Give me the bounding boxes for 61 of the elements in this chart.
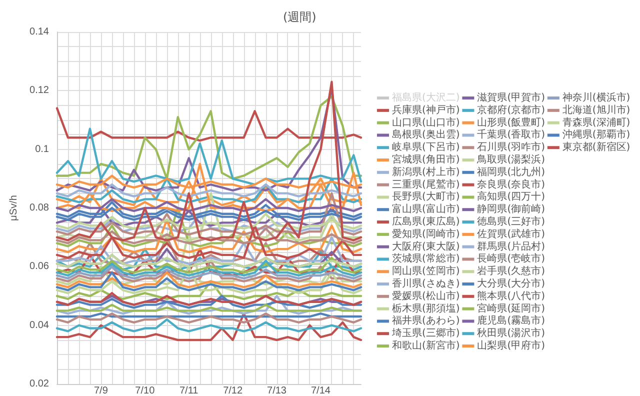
legend-label: 福井県(あわら) [392,314,460,327]
x-tick-label: 7/14 [310,386,331,396]
legend-label: 長野県(大町市) [392,190,460,203]
y-tick-label: 0.04 [30,320,50,331]
legend-label: 富山県(富山市) [392,203,460,216]
legend-label: 鳥取県(湯梨浜) [476,154,546,166]
legend-label: 千葉県(香取市) [477,128,546,141]
x-tick-label: 7/9 [94,386,108,396]
y-axis-title: μSv/h [8,195,20,221]
legend-label: 新潟県(村上市) [392,166,460,178]
legend-label: 長崎県(壱岐市) [477,252,546,265]
legend-label: 秋田県(湯沢市) [477,327,546,340]
legend-label: 三重県(尾鷲市) [392,178,460,190]
y-tick-label: 0.12 [30,85,50,96]
legend-label: 熊本県(八代市) [477,290,546,302]
y-tick-label: 0.1 [35,144,50,155]
legend-label: 広島県(東広島) [392,216,460,228]
legend-label: 岐阜県(下呂市) [392,141,460,154]
legend-label: 神奈川(横浜市) [562,92,630,104]
legend-label: 愛媛県(松山市) [392,290,460,302]
legend-label: 北海道(旭川市) [562,104,630,116]
legend-label: 香川県(さぬき) [392,278,460,290]
legend-label: 徳島県(三好市) [477,216,546,228]
legend-label: 愛知県(岡崎市) [392,228,460,240]
legend-label: 福岡県(北九州) [477,166,546,178]
legend-label: 鹿児島(霧島市) [477,314,546,327]
legend-label: 和歌山(新宮市) [392,340,460,352]
legend-label: 青森県(深浦町) [562,116,630,128]
legend-label: 大阪府(東大阪) [392,240,460,252]
x-tick-label: 7/11 [179,386,199,396]
legend-label: 岩手県(久慈市) [477,265,546,278]
legend-label: 岡山県(笠岡市) [392,265,460,278]
legend-label: 大分県(大分市) [477,278,546,290]
legend-label: 栃木県(那須塩) [392,302,460,314]
y-tick-label: 0.06 [30,261,50,272]
legend-label: 奈良県(奈良市) [477,178,546,190]
legend-label: 群馬県(片品村) [477,240,546,252]
legend-label: 兵庫県(神戸市) [392,104,460,116]
legend-label: 高知県(四万十) [477,190,546,203]
legend-label: 石川県(羽咋市) [477,141,546,154]
y-tick-label: 0.02 [30,378,50,390]
legend-label: 京都府(京都市) [477,104,546,116]
legend-label: 山形県(飯豊町) [477,116,546,128]
legend-label: 宮城県(角田市) [392,154,460,166]
legend-label: 東京都(新宿区) [562,141,630,154]
legend-label: 佐賀県(武雄市) [477,228,546,240]
legend-label: 山梨県(甲府市) [477,340,546,352]
legend-label: 茨城県(常総市) [392,252,460,265]
chart-title: (週間) [283,10,316,24]
x-tick-label: 7/12 [223,386,243,396]
legend-label: 山口県(山口市) [392,116,460,128]
x-tick-label: 7/10 [135,386,156,396]
y-tick-label: 0.14 [30,26,50,38]
y-tick-label: 0.08 [30,202,50,214]
legend-label: 宮崎県(延岡市) [477,302,546,314]
legend-label: 滋賀県(甲賀市) [477,92,546,104]
legend-label: 静岡県(御前崎) [477,203,546,216]
x-tick-label: 7/13 [267,386,287,396]
legend-label: 島根県(奥出雲) [392,128,460,141]
legend-label: 埼玉県(三郷市) [391,327,460,340]
legend-label: 沖縄県(那覇市) [562,128,630,141]
